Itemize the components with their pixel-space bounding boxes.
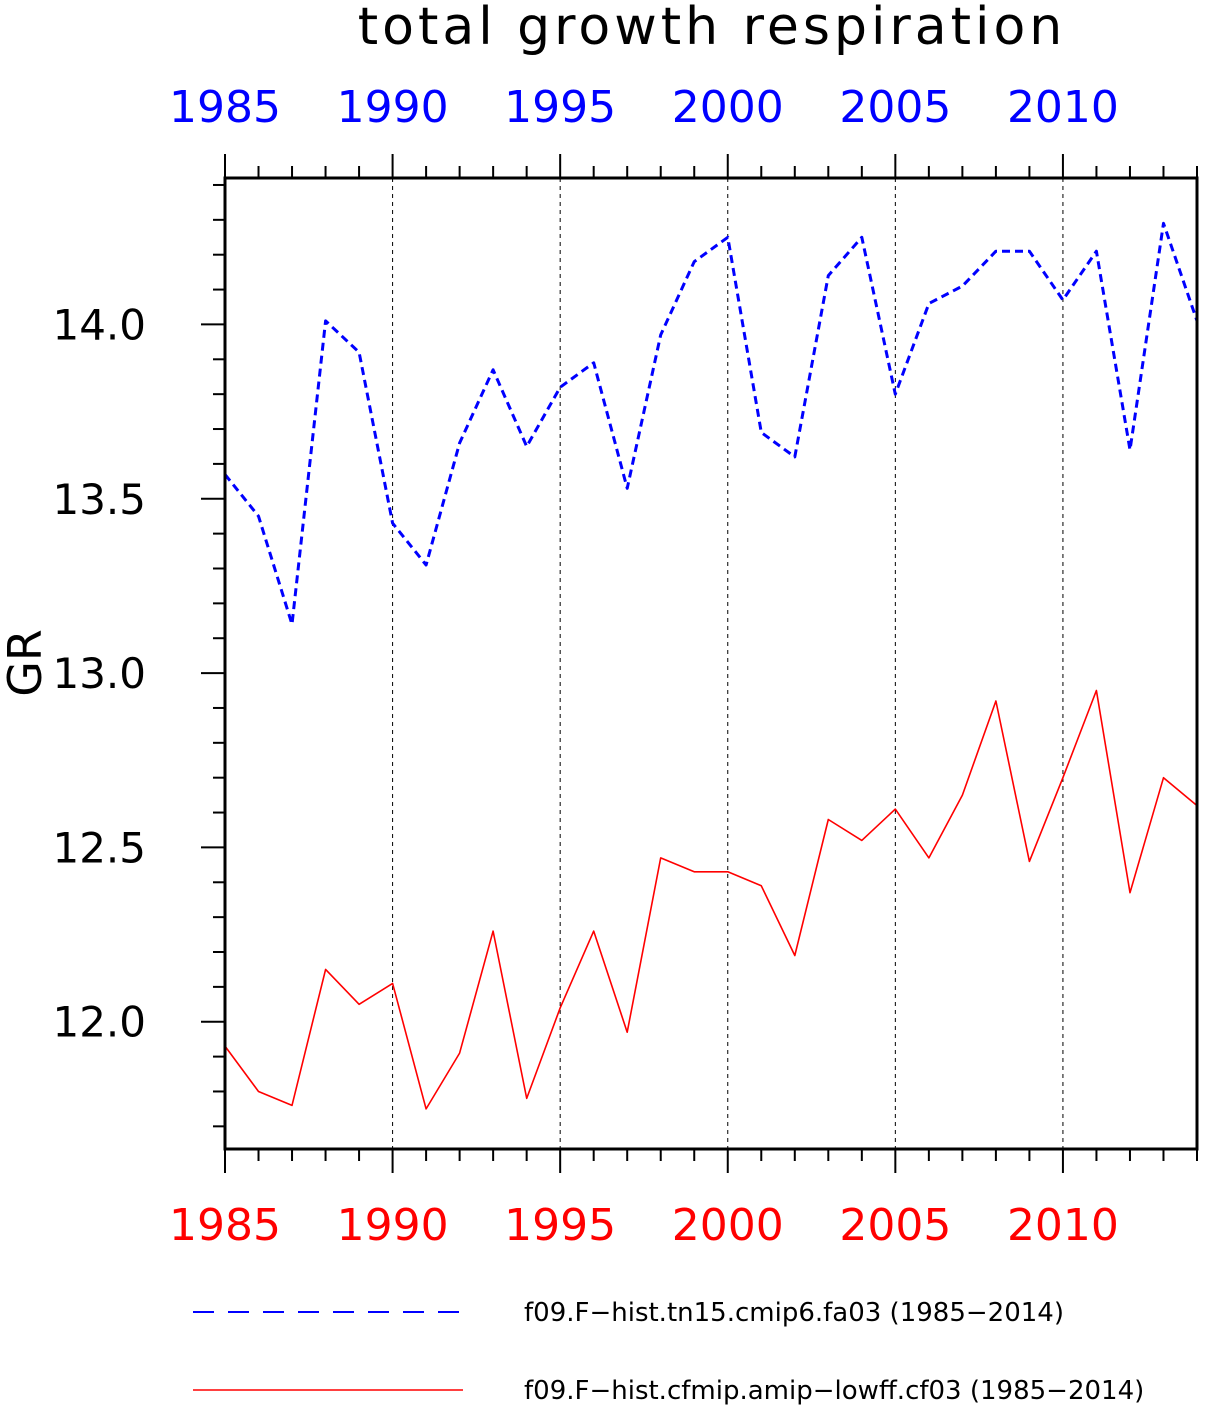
legend: f09.F−hist.tn15.cmip6.fa03 (1985−2014) f0… — [193, 1298, 1144, 1406]
plot-frame — [223, 176, 1199, 1151]
y-tick-label: 14.0 — [52, 300, 146, 349]
top-x-tick-label: 2000 — [672, 82, 784, 133]
axis-ticks — [201, 154, 1198, 1173]
series-layer — [223, 221, 1199, 1110]
top-x-tick-label: 2010 — [1007, 82, 1119, 133]
top-x-tick-label: 1985 — [169, 82, 281, 133]
bottom-x-tick-label: 2005 — [839, 1200, 951, 1251]
series-line-1 — [223, 221, 1199, 626]
bottom-x-tick-label: 1995 — [504, 1200, 616, 1251]
bottom-x-tick-label: 2010 — [1007, 1200, 1119, 1251]
axis-tick-labels: 12.0 12.5 13.0 13.5 14.0 1985 1985 1990 1990 1995… — [52, 82, 1118, 1251]
series-line-2 — [224, 689, 1198, 1110]
chart-title: total growth respiration — [358, 0, 1067, 57]
bottom-x-tick-label: 1985 — [169, 1200, 281, 1251]
top-x-tick-label: 2005 — [839, 82, 951, 133]
top-x-tick-label: 1990 — [337, 82, 449, 133]
bottom-x-tick-label: 2000 — [672, 1200, 784, 1251]
y-tick-label: 13.5 — [52, 475, 146, 524]
y-axis-label: GR — [0, 629, 52, 697]
legend-label-2: f09.F−hist.cfmip.amip−lowff.cf03 (1985−2… — [524, 1376, 1144, 1406]
y-tick-label: 12.0 — [52, 998, 146, 1047]
bottom-x-tick-label: 1990 — [337, 1200, 449, 1251]
top-x-tick-label: 1995 — [504, 82, 616, 133]
y-tick-label: 12.5 — [52, 823, 146, 872]
vertical-gridlines — [392, 178, 1064, 1149]
legend-label-1: f09.F−hist.tn15.cmip6.fa03 (1985−2014) — [524, 1298, 1064, 1328]
y-tick-label: 13.0 — [52, 649, 146, 698]
